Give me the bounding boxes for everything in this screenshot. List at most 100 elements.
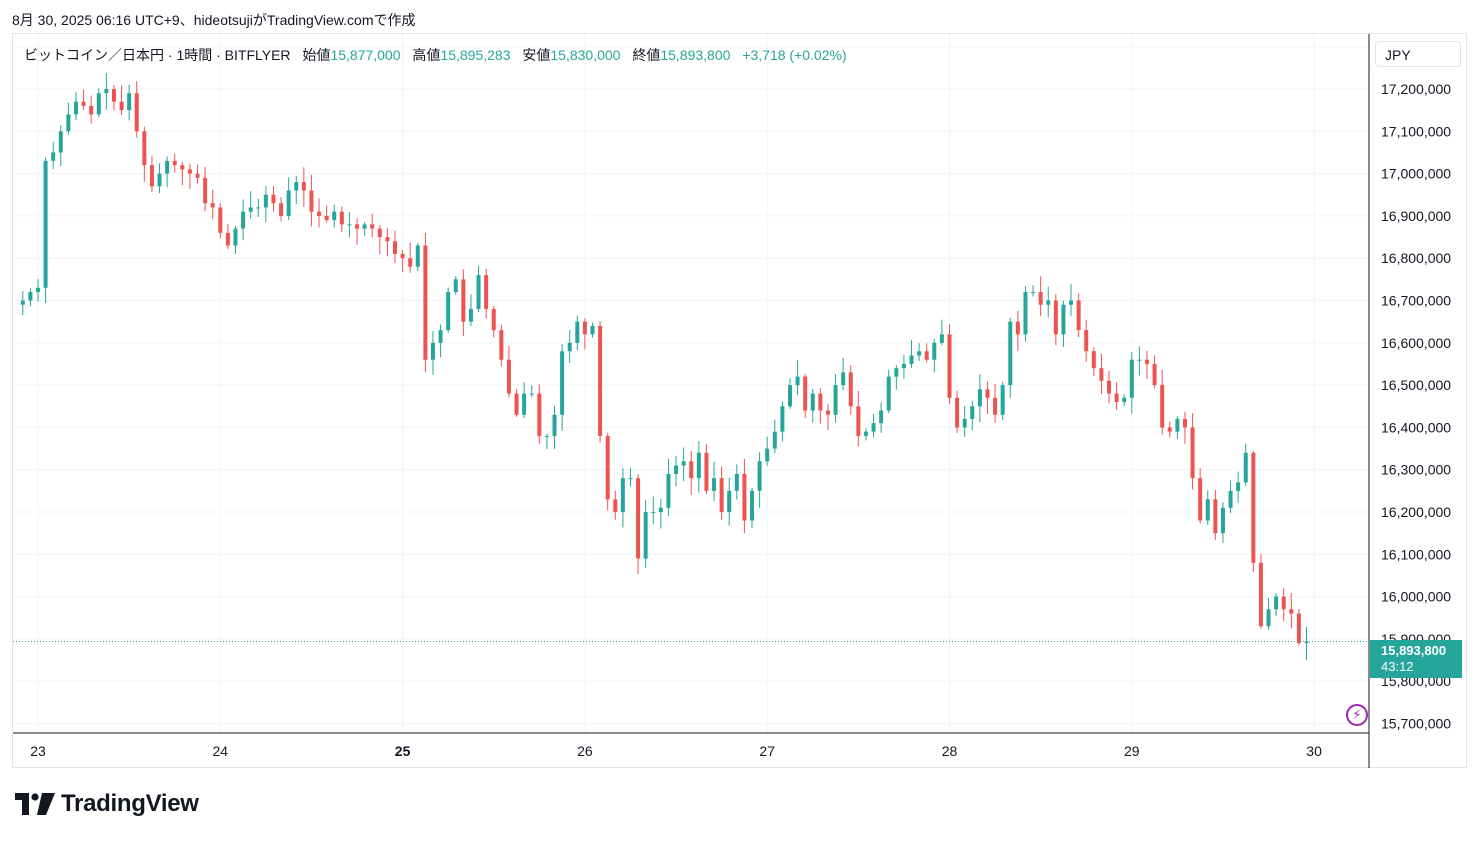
candle-body xyxy=(757,461,762,491)
candle xyxy=(704,444,709,495)
candle-body xyxy=(393,241,398,254)
candle-body xyxy=(575,321,580,343)
candle-body xyxy=(628,478,633,480)
candle-body xyxy=(499,330,504,360)
candle-body xyxy=(1175,418,1180,432)
candle-body xyxy=(977,389,982,407)
candle-body xyxy=(1000,385,1005,415)
candle xyxy=(271,185,276,212)
candle xyxy=(370,213,375,238)
tradingview-brand[interactable]: TradingView xyxy=(15,790,199,818)
candle-body xyxy=(932,342,937,360)
candle xyxy=(1198,468,1203,524)
candle-body xyxy=(1281,596,1286,610)
candle-body xyxy=(658,507,663,513)
candle-body xyxy=(476,275,481,309)
high-value: 15,895,283 xyxy=(440,47,511,63)
candle xyxy=(1213,490,1218,540)
candle-body xyxy=(286,190,291,216)
time-tick-label: 26 xyxy=(577,743,593,759)
candle-body xyxy=(514,393,519,415)
candle-body xyxy=(203,177,208,204)
candle-body xyxy=(484,275,489,309)
symbol-title[interactable]: ビットコイン／日本円 · 1時間 · BITFLYER xyxy=(24,47,291,63)
candle-body xyxy=(613,499,618,513)
candle xyxy=(734,464,739,500)
candle-body xyxy=(468,308,473,322)
candle-body xyxy=(871,423,876,432)
candle-body xyxy=(355,224,360,229)
candle-body xyxy=(1167,427,1172,432)
candle-body xyxy=(28,292,33,301)
candle-body xyxy=(833,385,838,415)
candle-body xyxy=(279,203,284,216)
candle-body xyxy=(620,478,625,513)
candle xyxy=(66,102,71,135)
candle-body xyxy=(567,342,572,352)
lightning-bolt-icon[interactable]: ⚡ xyxy=(1346,704,1368,726)
candle-body xyxy=(1122,397,1127,403)
candle-body xyxy=(552,414,557,436)
candle-body xyxy=(1107,380,1112,394)
price-tick-label: 16,000,000 xyxy=(1381,589,1451,605)
candle-body xyxy=(165,160,170,174)
candle-body xyxy=(666,473,671,508)
candle xyxy=(833,374,838,423)
candle-body xyxy=(1198,478,1203,521)
currency-button[interactable]: JPY xyxy=(1375,41,1461,67)
candle xyxy=(28,288,33,307)
candle xyxy=(149,156,154,192)
candle-body xyxy=(651,512,656,514)
candle-body xyxy=(119,101,124,111)
candle xyxy=(1266,598,1271,630)
candle-body xyxy=(1061,304,1066,335)
candle xyxy=(787,378,792,409)
candle-body xyxy=(149,165,154,187)
candle-body xyxy=(225,232,230,246)
candle-body xyxy=(1304,641,1309,644)
price-tick-label: 17,200,000 xyxy=(1381,81,1451,97)
candle xyxy=(1281,588,1286,622)
candle-body xyxy=(73,101,78,115)
candle xyxy=(294,175,299,204)
price-tick-label: 16,400,000 xyxy=(1381,419,1451,435)
candle-body xyxy=(522,393,527,415)
candle-body xyxy=(210,203,215,208)
candle-body xyxy=(582,321,587,335)
candle xyxy=(279,197,284,222)
candle xyxy=(468,294,473,326)
candle-body xyxy=(58,131,63,153)
candle-body xyxy=(362,224,367,229)
candle xyxy=(514,389,519,417)
candle xyxy=(1076,293,1081,338)
candle-body xyxy=(172,160,177,166)
change-value: +3,718 (+0.02%) xyxy=(742,47,847,63)
price-tick-label: 16,800,000 xyxy=(1381,250,1451,266)
candle-body xyxy=(180,165,185,170)
candle xyxy=(651,496,656,525)
candle-body xyxy=(1190,427,1195,479)
candle xyxy=(157,163,162,194)
price-tick-label: 17,100,000 xyxy=(1381,123,1451,139)
candle-body xyxy=(1114,393,1119,403)
open-label: 始値 xyxy=(302,47,331,63)
candle-body xyxy=(863,431,868,436)
candle-body xyxy=(901,363,906,369)
candle xyxy=(1015,310,1020,351)
candle xyxy=(415,243,420,272)
grid-lines xyxy=(13,34,1369,732)
price-tick-label: 16,100,000 xyxy=(1381,546,1451,562)
candle-body xyxy=(605,435,610,500)
time-tick-label: 28 xyxy=(942,743,958,759)
candle xyxy=(491,305,496,338)
candle-body xyxy=(370,224,375,229)
candle xyxy=(818,388,823,424)
candle xyxy=(803,374,808,419)
candle xyxy=(400,250,405,273)
candle-body xyxy=(423,245,428,360)
candle xyxy=(932,338,937,373)
candle xyxy=(111,85,116,111)
brand-name: TradingView xyxy=(61,790,199,817)
candle xyxy=(529,385,534,398)
